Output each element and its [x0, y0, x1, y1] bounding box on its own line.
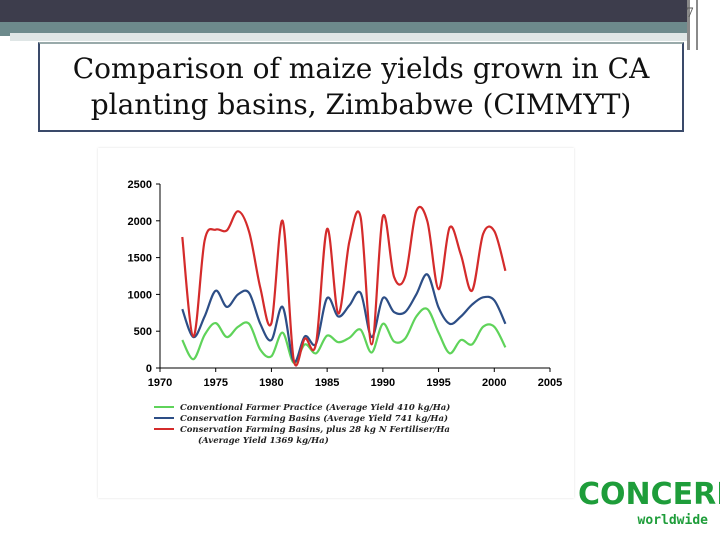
legend-label: (Average Yield 1369 kg/Ha) — [198, 435, 329, 446]
slide-title: Comparison of maize yields grown in CA p… — [72, 52, 650, 121]
x-tick-label: 1970 — [148, 377, 172, 389]
y-tick-label: 1500 — [128, 253, 152, 265]
series-line-basins — [181, 273, 507, 363]
logo-main-text: CONCERN — [578, 477, 720, 512]
y-tick-label: 2000 — [128, 216, 152, 228]
legend-label: Conservation Farming Basins, plus 28 kg … — [180, 425, 450, 435]
header-strip — [10, 33, 700, 41]
legend-label: Conservation Farming Basins (Average Yie… — [180, 413, 448, 424]
y-tick-label: 0 — [146, 363, 152, 375]
y-tick-label: 1000 — [128, 289, 152, 301]
x-tick-label: 1975 — [203, 377, 227, 389]
chart-panel: 0 500 1000 1500 2000 2500 1970 1975 1980 1985 1990… — [98, 148, 574, 498]
title-box: Comparison of maize yields grown in CA p… — [38, 42, 684, 132]
header-corner — [687, 0, 720, 50]
header-bar — [0, 0, 720, 22]
x-tick-label: 2000 — [482, 377, 506, 389]
series-line-conventional — [181, 307, 507, 364]
x-tick-label: 2005 — [538, 377, 562, 389]
x-tick-label: 1985 — [315, 377, 339, 389]
concern-worldwide-logo: CONCERN worldwide — [578, 477, 720, 530]
x-tick-label: 1990 — [371, 377, 395, 389]
legend-label: Conventional Farmer Practice (Average Yi… — [180, 402, 450, 413]
logo-sub-text: worldwide — [637, 513, 708, 528]
page-number: 7 — [685, 6, 694, 21]
x-tick-label: 1995 — [426, 377, 450, 389]
x-tick-label: 1980 — [259, 377, 283, 389]
y-tick-label: 500 — [134, 326, 152, 338]
series-line-basins-fertiliser — [181, 205, 507, 367]
y-tick-label: 2500 — [128, 179, 152, 191]
header-band — [0, 22, 720, 36]
line-chart: 0 500 1000 1500 2000 2500 1970 1975 1980 1985 1990… — [128, 179, 563, 446]
